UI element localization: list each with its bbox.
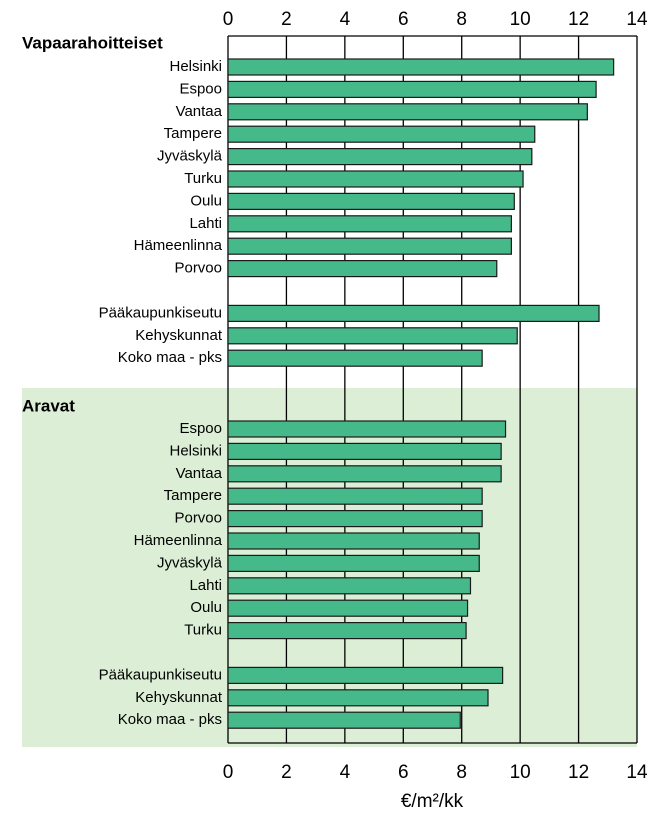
category-label: Porvoo [174, 510, 222, 527]
category-label: Lahti [189, 215, 222, 232]
category-label: Turku [184, 622, 222, 639]
category-label: Kehyskunnat [135, 689, 223, 706]
category-label: Koko maa - pks [118, 349, 222, 366]
bar [227, 192, 515, 210]
x-tick-label: 6 [398, 9, 409, 30]
bar [227, 711, 461, 729]
bar [227, 577, 472, 595]
bar [227, 260, 498, 278]
bar [227, 327, 518, 345]
bar [227, 465, 502, 483]
bar [227, 487, 483, 505]
bar [227, 621, 467, 640]
bar [227, 237, 512, 255]
category-label: Vantaa [176, 103, 223, 120]
category-label: Tampere [164, 487, 222, 504]
category-label: Kehyskunnat [135, 327, 223, 344]
category-label: Oulu [190, 192, 222, 209]
group-title: Aravat [22, 396, 75, 415]
category-label: Helsinki [169, 442, 222, 459]
x-axis-label: €/m²/kk [401, 791, 464, 812]
bar [227, 304, 600, 322]
x-tick-label: 6 [398, 762, 409, 783]
category-label: Pääkaupunkiseutu [99, 304, 222, 321]
bar [227, 689, 489, 707]
x-tick-label: 14 [626, 762, 648, 783]
bar [227, 554, 480, 573]
bar [227, 80, 597, 99]
bar [227, 148, 533, 166]
category-label: Jyväskylä [157, 148, 223, 165]
category-label: Turku [184, 170, 222, 187]
bar [227, 420, 507, 438]
x-tick-label: 2 [281, 9, 292, 30]
category-label: Helsinki [169, 58, 222, 75]
bar [227, 510, 483, 528]
x-tick-label: 8 [456, 9, 467, 30]
bar [227, 532, 480, 550]
x-tick-label: 2 [281, 762, 292, 783]
x-tick-label: 12 [568, 9, 589, 30]
bar [227, 349, 483, 367]
bar [227, 170, 524, 188]
bar [227, 215, 512, 233]
x-tick-label: 12 [568, 762, 589, 783]
x-tick-label: 10 [510, 9, 531, 30]
category-label: Lahti [189, 577, 222, 594]
category-label: Koko maa - pks [118, 711, 222, 728]
x-tick-label: 0 [223, 762, 234, 783]
bar [227, 666, 504, 685]
bar [227, 58, 615, 76]
x-tick-label: 10 [510, 762, 531, 783]
bar [227, 599, 469, 617]
x-tick-label: 4 [340, 762, 351, 783]
category-label: Hämeenlinna [134, 532, 223, 549]
category-label: Vantaa [176, 465, 223, 482]
category-label: Oulu [190, 599, 222, 616]
category-label: Espoo [179, 420, 222, 437]
category-label: Porvoo [174, 260, 222, 277]
group-title: Vapaarahoitteiset [22, 33, 163, 52]
x-tick-label: 4 [340, 9, 351, 30]
x-tick-label: 14 [626, 9, 648, 30]
category-label: Jyväskylä [157, 554, 223, 571]
category-label: Espoo [179, 80, 222, 97]
bar [227, 125, 536, 143]
category-label: Hämeenlinna [134, 237, 223, 254]
category-label: Tampere [164, 125, 222, 142]
bar [227, 103, 588, 121]
x-tick-label: 0 [223, 9, 234, 30]
bar [227, 442, 502, 460]
x-tick-label: 8 [456, 762, 467, 783]
category-label: Pääkaupunkiseutu [99, 666, 222, 683]
